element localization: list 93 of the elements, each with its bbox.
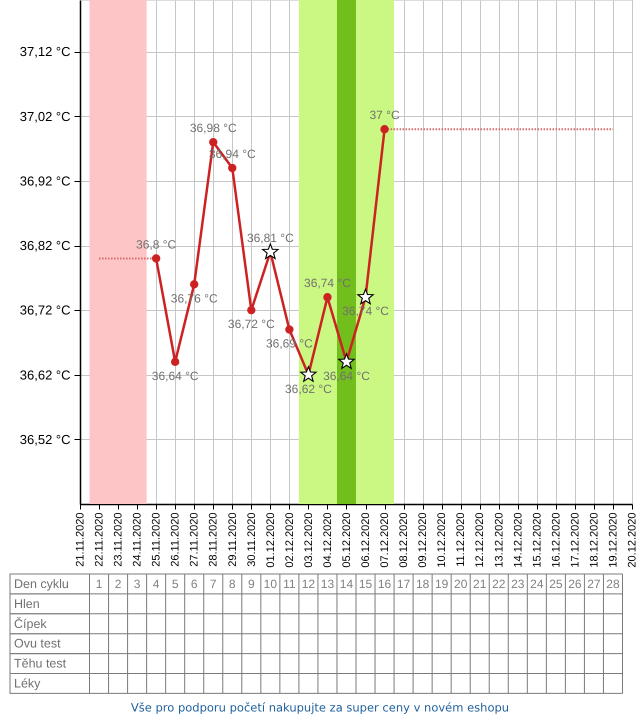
x2-tick-label: 11	[283, 576, 296, 591]
x2-tick-label: 28	[606, 576, 620, 591]
category-label: Hlen	[14, 596, 40, 611]
point	[190, 280, 198, 288]
x2-tick-label: 26	[568, 576, 582, 591]
y-tick-label: 36,82 °C	[20, 238, 70, 254]
data-label: 36,72 °C	[228, 317, 276, 332]
x-tick-label: 30.11.2020	[246, 512, 258, 567]
x-tick-label: 15.12.2020	[531, 512, 544, 568]
category-label: Čípek	[14, 616, 47, 631]
category-label: Léky	[14, 676, 40, 690]
x2-tick-label: 13	[320, 576, 334, 591]
point	[338, 353, 355, 369]
y-tick-label: 36,72 °C	[20, 302, 70, 318]
x2-tick-label: 23	[511, 576, 525, 591]
x-tick-label: 21.11.2020	[74, 512, 86, 567]
x2-tick-label: 24	[530, 576, 544, 591]
point	[380, 125, 389, 134]
x2-tick-label: 5	[172, 576, 179, 591]
point	[152, 254, 160, 263]
point	[262, 243, 279, 260]
text: Vše pro podporu početí nakupujte za super ceny v novém eshopu	[130, 700, 510, 714]
x2-tick-label: 25	[549, 576, 563, 591]
x-tick-label: 22.11.2020	[94, 512, 106, 567]
x2-tick-label: 8	[228, 576, 236, 591]
x-tick-label: 23.11.2020	[112, 512, 125, 567]
point	[357, 288, 374, 304]
point	[247, 306, 256, 314]
x2-tick-label: 19	[434, 576, 449, 591]
x-tick-label: 17.12.2020	[569, 512, 582, 568]
x-tick-label: 05.12.2020	[340, 512, 353, 568]
x-tick-label: 08.12.2020	[398, 512, 410, 568]
x2-tick-label: 22	[492, 576, 506, 591]
data-label: 36,8 °C	[136, 237, 177, 252]
x-tick-label: 04.12.2020	[322, 512, 334, 568]
data-label: 36,98 °C	[190, 121, 237, 136]
x-tick-label: 09.12.2020	[417, 512, 430, 568]
x-tick-label: 20.12.2020	[626, 512, 638, 568]
point	[170, 358, 180, 366]
data-label: 37 °C	[369, 108, 400, 122]
data-label: 36,74 °C	[342, 304, 390, 318]
point	[300, 366, 317, 382]
x2-tick-label: 18	[416, 576, 430, 591]
x-tick-label: 25.11.2020	[150, 512, 163, 567]
point	[323, 293, 332, 302]
point	[228, 164, 236, 172]
x-tick-label: 12.12.2020	[474, 512, 486, 568]
y-tick-label: 36,62 °C	[20, 367, 70, 382]
x-tick-label: 01.12.2020	[264, 512, 277, 568]
x2-tick-label: 9	[248, 576, 255, 591]
x2-tick-label: 12	[302, 576, 316, 591]
x2-tick-label: 2	[114, 576, 122, 591]
x-tick-label: 02.12.2020	[284, 512, 296, 568]
point	[285, 325, 294, 334]
x-tick-label: 10.12.2020	[436, 512, 448, 568]
x2-tick-label: 10	[264, 576, 278, 591]
y-tick-label: 36,52 °C	[20, 432, 70, 447]
data-label: 36,64 °C	[152, 368, 199, 383]
x2-tick-label: 1	[96, 576, 103, 591]
y-tick-label: 37,12 °C	[20, 44, 70, 60]
x2-tick-label: 17	[396, 576, 411, 591]
x2-axis-title: Den cyklu	[14, 576, 69, 591]
x-tick-label: 26.11.2020	[170, 512, 182, 567]
x2-tick-label: 27	[587, 576, 601, 591]
x-tick-label: 16.12.2020	[550, 512, 562, 568]
y-tick-label: 37,02 °C	[20, 108, 70, 124]
category-label: Těhu test	[14, 656, 66, 671]
x-tick-label: 07.12.2020	[379, 512, 392, 568]
x-tick-label: 18.12.2020	[588, 512, 600, 568]
x-tick-label: 27.11.2020	[188, 512, 201, 567]
data-label: 36,81 °C	[246, 231, 294, 245]
x-tick-label: 29.11.2020	[226, 512, 239, 567]
category-label: Ovu test	[14, 636, 61, 651]
x2-tick-label: 3	[134, 576, 141, 591]
x2-tick-label: 7	[210, 576, 217, 591]
x-tick-label: 03.12.2020	[302, 512, 315, 568]
x-tick-label: 11.12.2020	[455, 512, 468, 567]
x2-tick-label: 16	[378, 576, 392, 591]
x2-tick-label: 14	[340, 576, 354, 591]
x-tick-label: 13.12.2020	[493, 512, 506, 568]
x-tick-label: 28.11.2020	[208, 512, 220, 567]
x2-tick-label: 15	[358, 576, 373, 591]
x-tick-label: 06.12.2020	[360, 512, 372, 568]
data-label: 36,74 °C	[304, 276, 352, 290]
x-tick-label: 19.12.2020	[607, 512, 620, 568]
y-tick-label: 36,92 °C	[20, 173, 70, 188]
point	[209, 138, 218, 146]
x2-tick-label: 4	[152, 576, 160, 591]
x-tick-label: 14.12.2020	[512, 512, 524, 568]
x2-tick-label: 20	[454, 576, 468, 591]
x-tick-label: 24.11.2020	[132, 512, 144, 567]
x2-tick-label: 6	[190, 576, 198, 591]
x2-tick-label: 21	[473, 576, 487, 591]
